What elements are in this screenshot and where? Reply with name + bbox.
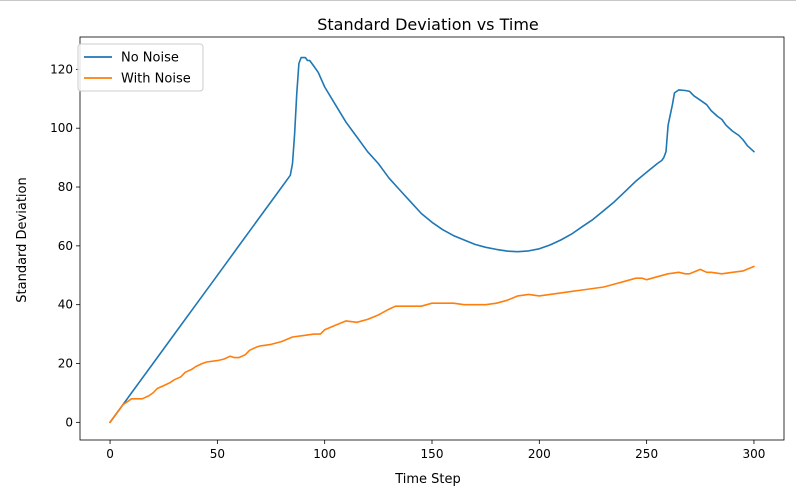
series-line-1	[109, 56, 755, 424]
y-tick-label: 0	[65, 415, 73, 429]
x-axis-label: Time Step	[394, 472, 461, 487]
x-tick-label: 100	[313, 447, 336, 461]
legend-box	[77, 43, 204, 92]
window-top-border	[0, 0, 796, 1]
legend-label-2: With Noise	[121, 72, 191, 87]
y-tick-label: 20	[58, 357, 73, 371]
x-tick-label: 250	[635, 447, 658, 461]
legend: No Noise With Noise	[77, 43, 204, 92]
x-tick-label: 0	[106, 447, 114, 461]
x-tick-label: 150	[421, 447, 444, 461]
legend-label-1: No Noise	[121, 51, 179, 66]
series-line-2	[109, 265, 755, 424]
chart-title: Standard Deviation vs Time	[317, 15, 539, 34]
plot-frame	[79, 36, 785, 441]
x-tick-label: 50	[210, 447, 225, 461]
y-tick-label: 120	[50, 62, 73, 76]
y-axis-label: Standard Deviation	[15, 177, 30, 302]
y-tick-label: 60	[58, 239, 73, 253]
y-tick-label: 40	[58, 298, 73, 312]
x-tick-label: 300	[742, 447, 765, 461]
x-tick-label: 200	[528, 447, 551, 461]
y-tick-label: 100	[50, 121, 73, 135]
y-tick-label: 80	[58, 180, 73, 194]
